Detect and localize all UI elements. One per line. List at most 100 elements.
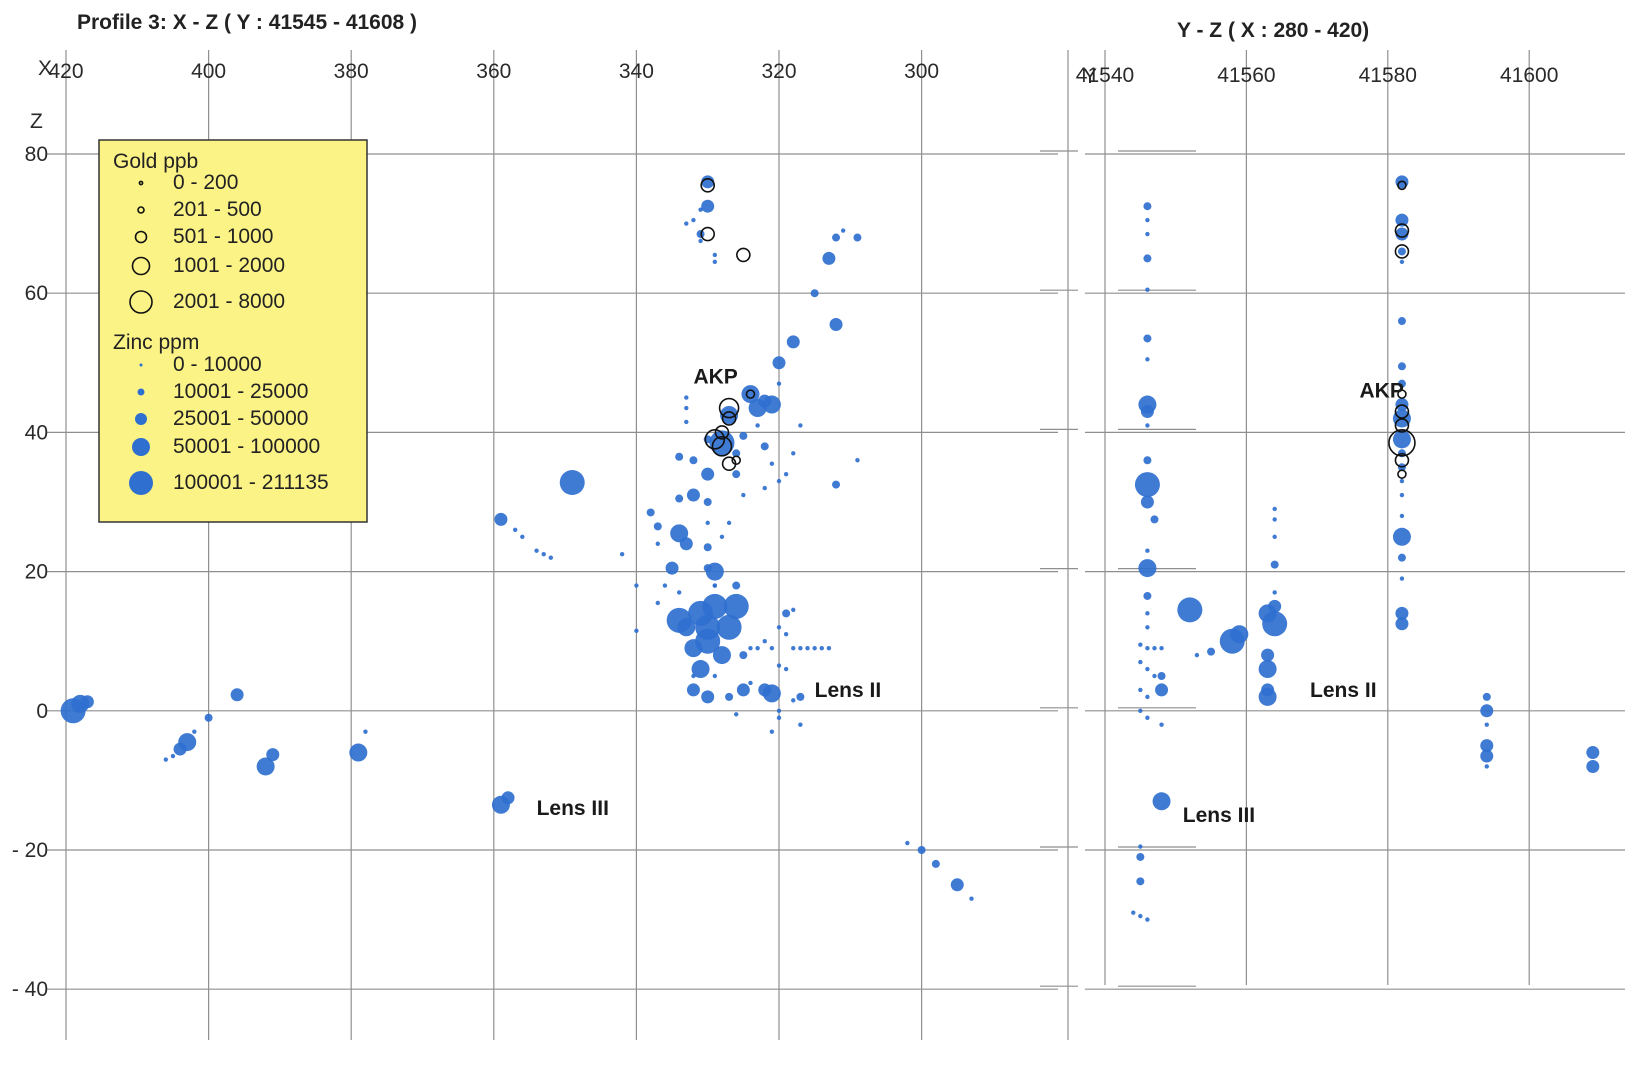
yz-zinc-point — [1143, 591, 1152, 600]
xz-zinc-point — [760, 442, 769, 451]
xz-zinc-point — [812, 645, 817, 651]
yz-zinc-point — [1140, 405, 1154, 419]
xz-zinc-point — [739, 431, 748, 440]
yz-annotation-label: Lens III — [1183, 804, 1255, 827]
xz-gold-point — [736, 247, 751, 263]
legend-zinc-symbol — [137, 388, 145, 396]
legend-zinc-title: Zinc ppm — [113, 331, 199, 354]
yz-zinc-point — [1272, 517, 1277, 522]
yz-zinc-point — [1399, 492, 1405, 498]
xz-zinc-point — [691, 660, 710, 679]
yz-zinc-point — [1484, 722, 1489, 727]
xz-zinc-point — [534, 548, 539, 553]
xz-zinc-point — [748, 680, 753, 686]
yz-gold-point — [1397, 180, 1407, 191]
xz-zinc-point — [686, 488, 700, 502]
xz-zinc-point — [791, 451, 796, 456]
yz-annotations: AKP Lens II Lens III — [1183, 380, 1404, 828]
xz-zinc-point — [695, 628, 721, 654]
xz-zinc-point — [665, 561, 679, 575]
xz-x-tick-label: 320 — [761, 60, 796, 83]
xz-gold-point — [714, 425, 730, 440]
yz-zinc-point — [1586, 759, 1600, 773]
xz-zinc-point — [230, 688, 244, 702]
xz-zinc-point — [712, 583, 718, 588]
xz-zinc-point — [684, 419, 689, 425]
yz-zinc-point — [1258, 687, 1277, 706]
legend-gold-classes: 0 - 200 201 - 500 501 - 1000 1001 - 2000 200… — [129, 171, 285, 314]
xz-zinc-point — [698, 207, 703, 212]
xz-zinc-point — [705, 562, 724, 581]
xz-zinc-point — [163, 757, 169, 762]
yz-zinc-point — [1136, 852, 1145, 861]
yz-zinc-point — [1159, 722, 1164, 727]
xz-z-tick-label: 80 — [25, 143, 48, 166]
xz-zinc-point — [653, 522, 662, 531]
xz-z-tick-label: - 40 — [12, 978, 48, 1001]
xz-zinc-point — [501, 791, 515, 805]
yz-zinc-point — [1138, 642, 1143, 647]
xz-zinc-point — [739, 651, 748, 660]
legend-zinc-symbol — [135, 413, 147, 425]
xz-zinc-point — [905, 840, 910, 846]
xz-zinc-point — [266, 748, 280, 762]
yz-zinc-point — [1159, 645, 1164, 651]
yz-x-tick-label: 41580 — [1359, 64, 1417, 87]
xz-zinc-point — [776, 625, 782, 630]
legend-gold-symbol — [138, 180, 144, 186]
legend-zinc-class-label: 25001 - 50000 — [173, 407, 308, 430]
xz-zinc-point — [829, 318, 843, 332]
xz-x-tick-label: 420 — [48, 60, 83, 83]
xz-zinc-point — [762, 395, 781, 414]
xz-z-tick-label: 0 — [36, 700, 48, 723]
yz-zinc-point — [1392, 430, 1411, 449]
yz-annotation-label: AKP — [1360, 380, 1404, 403]
yz-zinc-point — [1145, 548, 1150, 553]
yz-x-tick-label: 41600 — [1500, 64, 1558, 87]
xz-zinc-point — [769, 461, 775, 466]
yz-zinc-point — [1395, 606, 1409, 620]
xz-zinc-point — [762, 639, 767, 644]
yz-gold-point — [1394, 223, 1410, 238]
yz-zinc-point — [1145, 357, 1150, 362]
xz-zinc-point — [726, 520, 732, 526]
xz-zinc-point — [559, 470, 585, 496]
xz-x-tick-label: 400 — [191, 60, 226, 83]
xz-panel-title: Profile 3: X - Z ( Y : 41545 - 41608 ) — [77, 11, 417, 34]
yz-zinc-point — [1138, 913, 1143, 919]
yz-zinc-point — [1272, 534, 1277, 539]
xz-z-tick-label: 20 — [25, 561, 48, 584]
xz-x-tick-label: 300 — [904, 60, 939, 83]
yz-zinc-point — [1145, 217, 1150, 223]
yz-zinc-point — [1397, 379, 1406, 388]
xz-annotation-label: AKP — [693, 366, 737, 389]
xz-zinc-point — [798, 645, 803, 651]
xz-zinc-point — [494, 512, 508, 526]
yz-zinc-point — [1399, 259, 1405, 265]
yz-zinc-point — [1145, 715, 1150, 720]
yz-gold-point — [1388, 429, 1416, 457]
yz-zinc-point — [1143, 456, 1152, 465]
xz-points — [60, 175, 974, 901]
xz-gold-point — [704, 429, 726, 450]
yz-zinc-point — [1134, 472, 1160, 498]
xz-zinc-point — [769, 729, 775, 734]
yz-zinc-point — [1138, 687, 1143, 693]
yz-zinc-point — [1399, 478, 1405, 484]
xz-x-tick-label: 360 — [476, 60, 511, 83]
legend-gold-class-label: 1001 - 2000 — [173, 254, 285, 277]
xz-zinc-point — [686, 683, 700, 697]
xz-zinc-point — [204, 713, 213, 722]
yz-zinc-point — [1258, 660, 1277, 679]
legend-zinc-class-label: 0 - 10000 — [173, 353, 262, 376]
xz-zinc-point — [755, 645, 760, 651]
legend-gold-symbol — [131, 256, 151, 276]
xz-zinc-point — [712, 646, 731, 665]
xz-zinc-point — [917, 846, 926, 854]
yz-zinc-point — [1145, 666, 1150, 672]
xz-annotation-label: Lens II — [815, 679, 882, 702]
xz-annotations: AKP Lens II Lens III — [537, 366, 882, 821]
yz-x-tick-label: 41540 — [1076, 64, 1134, 87]
yz-zinc-point — [1270, 560, 1279, 569]
xz-annotation-label: Lens III — [537, 797, 609, 820]
